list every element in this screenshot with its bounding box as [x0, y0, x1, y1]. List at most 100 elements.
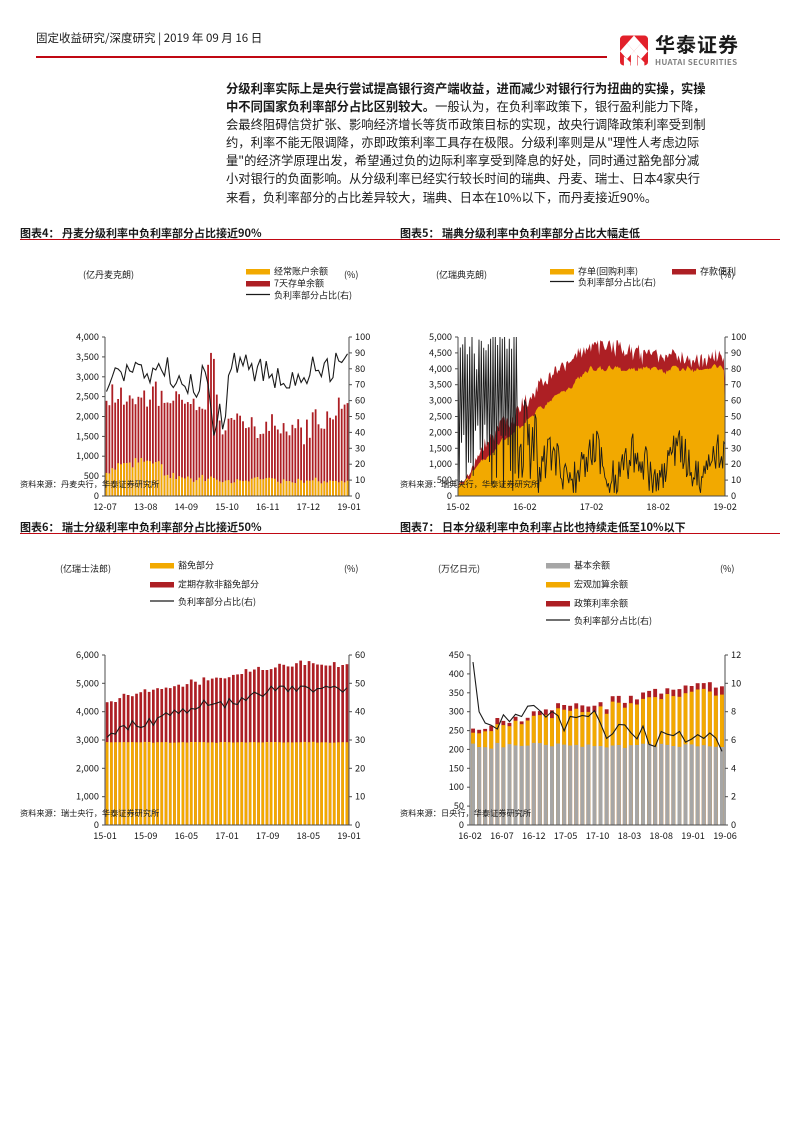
svg-text:20: 20 — [355, 456, 365, 470]
svg-text:(%): (%) — [720, 562, 734, 575]
svg-text:存款便利: 存款便利 — [700, 266, 736, 278]
svg-text:16-07: 16-07 — [490, 828, 514, 842]
svg-text:150: 150 — [449, 760, 464, 774]
svg-text:4: 4 — [731, 760, 736, 774]
svg-text:2,500: 2,500 — [76, 389, 99, 403]
svg-text:18-05: 18-05 — [297, 828, 321, 842]
svg-text:16-02: 16-02 — [458, 828, 482, 842]
svg-text:100: 100 — [449, 779, 464, 793]
svg-text:80: 80 — [355, 361, 365, 375]
svg-text:200: 200 — [449, 741, 464, 755]
svg-text:2,000: 2,000 — [429, 424, 452, 438]
svg-text:10: 10 — [731, 675, 741, 689]
svg-text:政策利率余额: 政策利率余额 — [574, 597, 628, 610]
svg-text:20: 20 — [731, 456, 741, 470]
svg-text:18-08: 18-08 — [649, 828, 673, 842]
svg-text:40: 40 — [355, 704, 365, 718]
svg-text:30: 30 — [355, 732, 365, 746]
svg-text:2,500: 2,500 — [429, 409, 452, 423]
svg-text:2,000: 2,000 — [76, 760, 99, 774]
svg-text:19-01: 19-01 — [681, 828, 705, 842]
svg-text:250: 250 — [449, 723, 464, 737]
svg-text:16-11: 16-11 — [256, 499, 280, 513]
svg-text:10: 10 — [355, 472, 365, 486]
svg-text:豁免部分: 豁免部分 — [178, 560, 214, 572]
svg-text:4,000: 4,000 — [76, 704, 99, 718]
svg-text:5,000: 5,000 — [76, 675, 99, 689]
svg-text:10: 10 — [355, 789, 365, 803]
svg-text:15-10: 15-10 — [215, 499, 239, 513]
svg-text:40: 40 — [355, 424, 365, 438]
svg-text:16-12: 16-12 — [522, 828, 546, 842]
svg-text:12: 12 — [731, 647, 741, 661]
svg-text:负利率部分占比(右): 负利率部分占比(右) — [274, 289, 352, 302]
svg-text:100: 100 — [355, 329, 370, 343]
svg-text:70: 70 — [355, 377, 365, 391]
svg-text:50: 50 — [731, 409, 741, 423]
svg-text:12-07: 12-07 — [93, 499, 117, 513]
svg-text:定期存款非豁免部分: 定期存款非豁免部分 — [178, 578, 259, 591]
svg-text:17-02: 17-02 — [580, 499, 604, 513]
svg-text:(万亿日元): (万亿日元) — [438, 562, 480, 575]
svg-text:14-09: 14-09 — [175, 499, 199, 513]
svg-text:50: 50 — [355, 675, 365, 689]
svg-text:负利率部分占比(右): 负利率部分占比(右) — [178, 595, 256, 608]
svg-text:4,000: 4,000 — [76, 329, 99, 343]
svg-text:17-10: 17-10 — [586, 828, 610, 842]
svg-text:(亿瑞士法郎): (亿瑞士法郎) — [60, 562, 111, 575]
svg-text:(亿瑞典克朗): (亿瑞典克朗) — [436, 268, 487, 281]
svg-text:(%): (%) — [344, 562, 358, 575]
svg-text:100: 100 — [731, 329, 746, 343]
svg-text:负利率部分占比(右): 负利率部分占比(右) — [578, 276, 656, 289]
svg-text:4,500: 4,500 — [429, 345, 452, 359]
svg-text:17-09: 17-09 — [256, 828, 280, 842]
svg-text:90: 90 — [731, 345, 741, 359]
svg-text:15-09: 15-09 — [134, 828, 158, 842]
svg-text:30: 30 — [355, 440, 365, 454]
svg-text:(%): (%) — [344, 268, 358, 281]
svg-text:30: 30 — [731, 440, 741, 454]
svg-text:3,000: 3,000 — [76, 732, 99, 746]
svg-text:19-01: 19-01 — [337, 499, 361, 513]
svg-text:6: 6 — [731, 732, 736, 746]
svg-text:3,500: 3,500 — [76, 349, 99, 363]
svg-text:16-05: 16-05 — [175, 828, 199, 842]
svg-text:1,000: 1,000 — [76, 448, 99, 462]
svg-text:16-02: 16-02 — [513, 499, 537, 513]
svg-text:8: 8 — [731, 704, 736, 718]
svg-text:450: 450 — [449, 647, 464, 661]
svg-text:60: 60 — [731, 393, 741, 407]
svg-text:2: 2 — [731, 789, 736, 803]
svg-text:10: 10 — [731, 472, 741, 486]
svg-text:70: 70 — [731, 377, 741, 391]
svg-text:19-01: 19-01 — [337, 828, 361, 842]
svg-text:宏观加算余额: 宏观加算余额 — [574, 578, 628, 591]
svg-text:19-06: 19-06 — [713, 828, 737, 842]
svg-text:400: 400 — [449, 666, 464, 680]
svg-text:3,500: 3,500 — [429, 377, 452, 391]
svg-text:60: 60 — [355, 647, 365, 661]
svg-text:(亿丹麦克朗): (亿丹麦克朗) — [83, 268, 134, 281]
svg-text:350: 350 — [449, 685, 464, 699]
svg-text:17-01: 17-01 — [215, 828, 239, 842]
svg-text:50: 50 — [355, 409, 365, 423]
svg-text:40: 40 — [731, 424, 741, 438]
svg-text:6,000: 6,000 — [76, 647, 99, 661]
svg-text:4,000: 4,000 — [429, 361, 452, 375]
svg-text:5,000: 5,000 — [429, 329, 452, 343]
svg-text:15-01: 15-01 — [93, 828, 117, 842]
svg-text:3,000: 3,000 — [429, 393, 452, 407]
svg-text:1,000: 1,000 — [76, 789, 99, 803]
svg-text:负利率部分占比(右): 负利率部分占比(右) — [574, 614, 652, 627]
svg-text:17-12: 17-12 — [297, 499, 321, 513]
svg-text:1,500: 1,500 — [429, 440, 452, 454]
svg-text:18-02: 18-02 — [646, 499, 670, 513]
svg-text:13-08: 13-08 — [134, 499, 158, 513]
svg-text:1,000: 1,000 — [429, 456, 452, 470]
svg-text:17-05: 17-05 — [554, 828, 578, 842]
svg-text:1,500: 1,500 — [76, 428, 99, 442]
svg-text:19-02: 19-02 — [713, 499, 737, 513]
svg-text:20: 20 — [355, 760, 365, 774]
svg-text:2,000: 2,000 — [76, 409, 99, 423]
svg-text:90: 90 — [355, 345, 365, 359]
